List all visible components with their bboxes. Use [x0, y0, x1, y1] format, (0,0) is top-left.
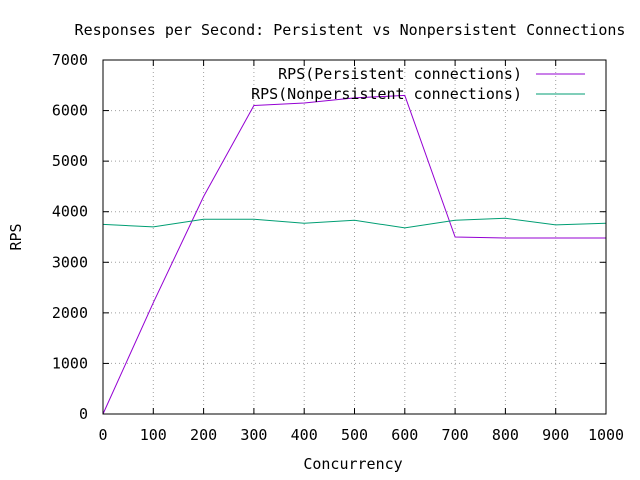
x-tick-label: 100: [140, 426, 167, 444]
x-tick-label: 500: [341, 426, 368, 444]
y-axis-label: RPS: [7, 223, 25, 250]
x-tick-label: 400: [291, 426, 318, 444]
x-tick-label: 200: [190, 426, 217, 444]
x-tick-label: 300: [240, 426, 267, 444]
x-axis-label: Concurrency: [303, 455, 402, 473]
y-tick-label: 3000: [52, 253, 88, 271]
x-tick-label: 600: [391, 426, 418, 444]
y-tick-label: 7000: [52, 51, 88, 69]
legend-label-1: RPS(Persistent connections): [278, 65, 522, 83]
chart-title: Responses per Second: Persistent vs Nonp…: [75, 21, 626, 39]
x-tick-label: 700: [442, 426, 469, 444]
x-tick-label: 900: [542, 426, 569, 444]
y-tick-label: 4000: [52, 203, 88, 221]
y-tick-label: 2000: [52, 304, 88, 322]
x-tick-label: 0: [98, 426, 107, 444]
y-tick-label: 0: [79, 405, 88, 423]
series-group: [102, 94, 607, 415]
x-tick-label: 800: [492, 426, 519, 444]
axis-ticks: 0 100 200 300 400 500 600 700 800 900 1000 0 1000 200…: [52, 51, 624, 444]
plot-frame: [102, 59, 607, 415]
x-tick-label: 1000: [588, 426, 624, 444]
y-tick-label: 1000: [52, 354, 88, 372]
y-tick-label: 5000: [52, 152, 88, 170]
legend-label-2: RPS(Nonpersistent connections): [251, 85, 522, 103]
series-line-1: [102, 94, 606, 415]
legend: RPS(Persistent connections) RPS(Nonpersis…: [251, 65, 585, 103]
y-tick-label: 6000: [52, 102, 88, 120]
grid: [103, 60, 606, 414]
series-line-2: [102, 217, 607, 229]
